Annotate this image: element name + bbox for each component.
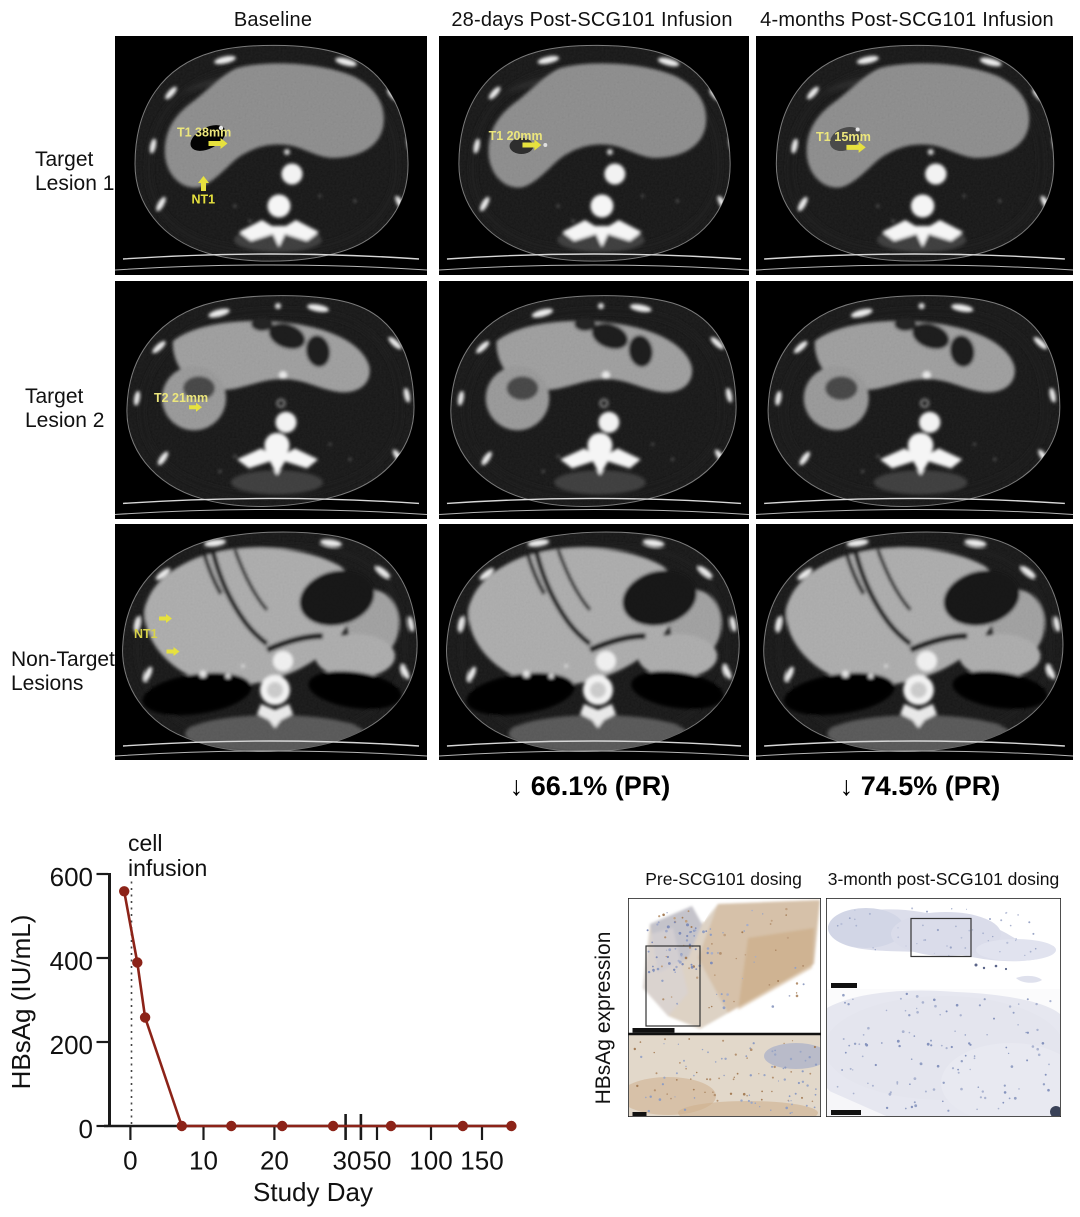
svg-text:NT1: NT1 bbox=[134, 627, 158, 641]
svg-text:T2 21mm: T2 21mm bbox=[154, 390, 208, 404]
svg-text:20: 20 bbox=[260, 1146, 289, 1176]
svg-text:T1 15mm: T1 15mm bbox=[816, 130, 871, 144]
svg-text:30: 30 bbox=[333, 1146, 362, 1176]
svg-text:NT1: NT1 bbox=[192, 193, 216, 207]
svg-text:0: 0 bbox=[79, 1114, 93, 1144]
svg-text:T1 38mm: T1 38mm bbox=[177, 126, 231, 140]
svg-text:Study Day: Study Day bbox=[253, 1177, 373, 1207]
svg-text:200: 200 bbox=[50, 1030, 93, 1060]
svg-text:600: 600 bbox=[50, 862, 93, 892]
svg-text:infusion: infusion bbox=[128, 855, 207, 881]
svg-text:400: 400 bbox=[50, 946, 93, 976]
svg-text:HBsAg (IU/mL): HBsAg (IU/mL) bbox=[6, 915, 36, 1090]
svg-text:100: 100 bbox=[409, 1146, 452, 1176]
svg-text:10: 10 bbox=[189, 1146, 218, 1176]
svg-text:cell: cell bbox=[128, 830, 163, 856]
svg-text:T1 20mm: T1 20mm bbox=[488, 129, 542, 143]
svg-text:50: 50 bbox=[363, 1146, 392, 1176]
svg-text:0: 0 bbox=[123, 1146, 137, 1176]
svg-text:150: 150 bbox=[460, 1146, 503, 1176]
